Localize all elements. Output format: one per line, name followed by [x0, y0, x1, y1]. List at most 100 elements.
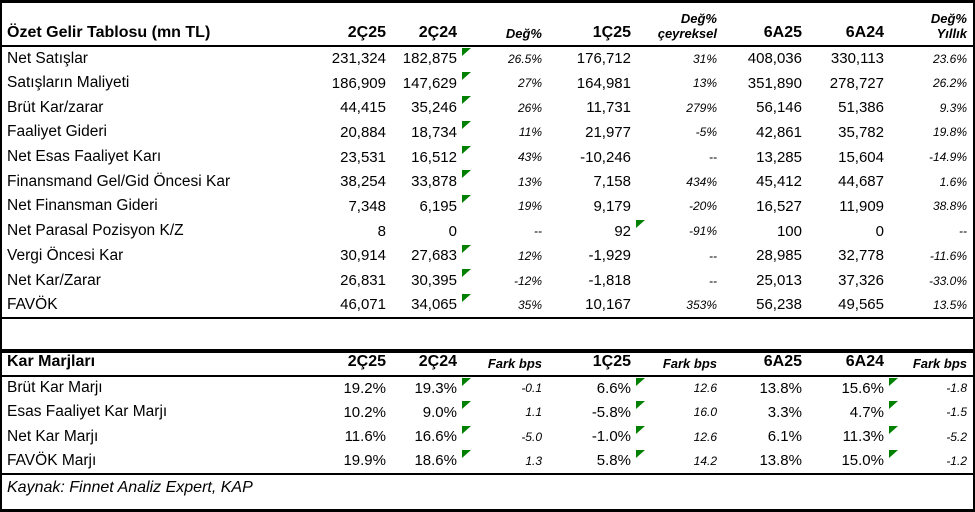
column-header: 2Ç24 [392, 3, 463, 47]
value-cell: 27,683 [411, 247, 457, 265]
value-cell: 44,415 [340, 99, 386, 117]
column-header: 2Ç25 [330, 350, 392, 377]
row-label: Vergi Öncesi Kar [7, 246, 124, 264]
value-cell: 13.8% [759, 379, 802, 397]
value-cell: 18,734 [411, 123, 457, 141]
value-cell: -33.0% [928, 273, 967, 288]
value-cell: 37,326 [838, 272, 884, 290]
formula-flag-icon [462, 71, 471, 80]
value-cell: 38.8% [932, 199, 967, 214]
formula-flag-icon [636, 377, 645, 386]
value-cell: 11% [462, 120, 548, 145]
formula-flag-icon [889, 450, 898, 459]
value-cell: 4.7% [849, 403, 884, 421]
column-header: Fark bps [890, 350, 973, 377]
value-cell: 15.6% [841, 379, 884, 397]
table-row: Finansmand Gel/Gid Öncesi Kar 38,254 33,87… [2, 169, 973, 194]
header-row: Özet Gelir Tablosu (mn TL) 2Ç25 2Ç24 Değ% 1Ç… [2, 3, 973, 47]
value-cell: 6,195 [419, 197, 457, 215]
value-cell: 26,831 [340, 272, 386, 290]
formula-flag-icon [462, 96, 471, 105]
formula-flag-icon [462, 48, 471, 56]
formula-flag-icon [889, 377, 898, 386]
formula-flag-icon [462, 450, 471, 459]
value-cell: 46,071 [340, 296, 386, 314]
value-cell: 11.6% [344, 428, 386, 446]
row-label: Net Kar/Zarar [7, 271, 101, 289]
header-row: Kar Marjları 2Ç25 2Ç24 Fark bps 1Ç25 Fark bps… [2, 350, 973, 377]
table-row: Net Finansman Gideri 7,348 6,195 19% 9,179 -2… [2, 194, 973, 219]
value-cell: 9.0% [422, 403, 457, 421]
table-row: FAVÖK Marjı 19.9% 18.6% 1.3 5.8% 14.2 13.8% 15.… [2, 449, 973, 474]
table-gap [2, 319, 973, 349]
value-cell: 14.2 [636, 449, 723, 474]
value-cell: 38,254 [340, 173, 386, 191]
value-cell: 231,324 [331, 50, 386, 68]
value-cell: 19.2% [343, 379, 386, 397]
value-cell: 30,395 [411, 272, 457, 290]
value-cell: -1.8 [889, 376, 973, 401]
value-cell: -5.0 [462, 425, 548, 450]
value-cell: -- [959, 224, 967, 239]
formula-flag-icon [636, 425, 645, 434]
column-header: 6A25 [723, 3, 808, 47]
formula-flag-icon [636, 401, 645, 410]
value-cell: 13% [692, 76, 717, 91]
value-cell: 15,604 [838, 148, 884, 166]
table-row: Vergi Öncesi Kar 30,914 27,683 12% -1,929 -- 2… [2, 244, 973, 269]
value-cell: 19.3% [414, 379, 457, 397]
value-cell: 28,985 [756, 247, 802, 265]
value-cell: -14.9% [928, 150, 967, 165]
value-cell: -5.2 [889, 425, 973, 450]
value-cell: -1.0% [591, 428, 631, 446]
column-header: Değ% Yıllık [890, 3, 973, 47]
value-cell: 26.2% [932, 76, 967, 91]
value-cell: 12.6 [636, 376, 723, 401]
value-cell: 20,884 [340, 123, 386, 141]
table-row: Faaliyet Gideri 20,884 18,734 11% 21,977 -5% 4… [2, 120, 973, 145]
formula-flag-icon [889, 425, 898, 434]
column-header: Fark bps [463, 350, 548, 377]
value-cell: 12.6 [636, 425, 723, 450]
value-cell: 16.0 [636, 400, 723, 425]
table-row: FAVÖK 46,071 34,065 35% 10,167 353% 56,238 49,5… [2, 293, 973, 318]
column-header: 6A24 [808, 350, 890, 377]
column-header: 1Ç25 [548, 3, 637, 47]
value-cell: 1.6% [939, 174, 967, 189]
value-cell: 30,914 [340, 247, 386, 265]
value-cell: 23,531 [340, 148, 386, 166]
value-cell: 10,167 [585, 296, 631, 314]
value-cell: -- [534, 224, 542, 239]
row-label: Brüt Kar/zarar [7, 98, 104, 116]
column-header: 6A25 [723, 350, 808, 377]
value-cell: 16,527 [756, 197, 802, 215]
value-cell: 33,878 [411, 173, 457, 191]
table-row: Net Satışlar 231,324 182,875 26.5% 176,712 31… [2, 46, 973, 71]
formula-flag-icon [462, 269, 471, 278]
value-cell: -91% [636, 219, 723, 244]
table-title: Kar Marjları [2, 350, 330, 377]
value-cell: 44,687 [838, 173, 884, 191]
value-cell: 43% [462, 145, 548, 170]
value-cell: 434% [686, 174, 717, 189]
column-header: Fark bps [637, 350, 723, 377]
formula-flag-icon [889, 401, 898, 410]
formula-flag-icon [462, 121, 471, 130]
formula-flag-icon [636, 219, 645, 228]
value-cell: 330,113 [830, 50, 884, 68]
value-cell: -- [709, 273, 717, 288]
value-cell: 34,065 [411, 296, 457, 314]
value-cell: -20% [688, 199, 717, 214]
value-cell: 32,778 [838, 247, 884, 265]
value-cell: 42,861 [756, 123, 802, 141]
value-cell: 27% [462, 71, 548, 96]
value-cell: 8 [377, 222, 386, 240]
value-cell: 5.8% [596, 452, 631, 470]
value-cell: 12% [462, 244, 548, 269]
value-cell: 9,179 [593, 197, 631, 215]
formula-flag-icon [462, 293, 471, 302]
value-cell: 351,890 [747, 74, 802, 92]
value-cell: 51,386 [838, 99, 884, 117]
value-cell: -12% [462, 268, 548, 293]
